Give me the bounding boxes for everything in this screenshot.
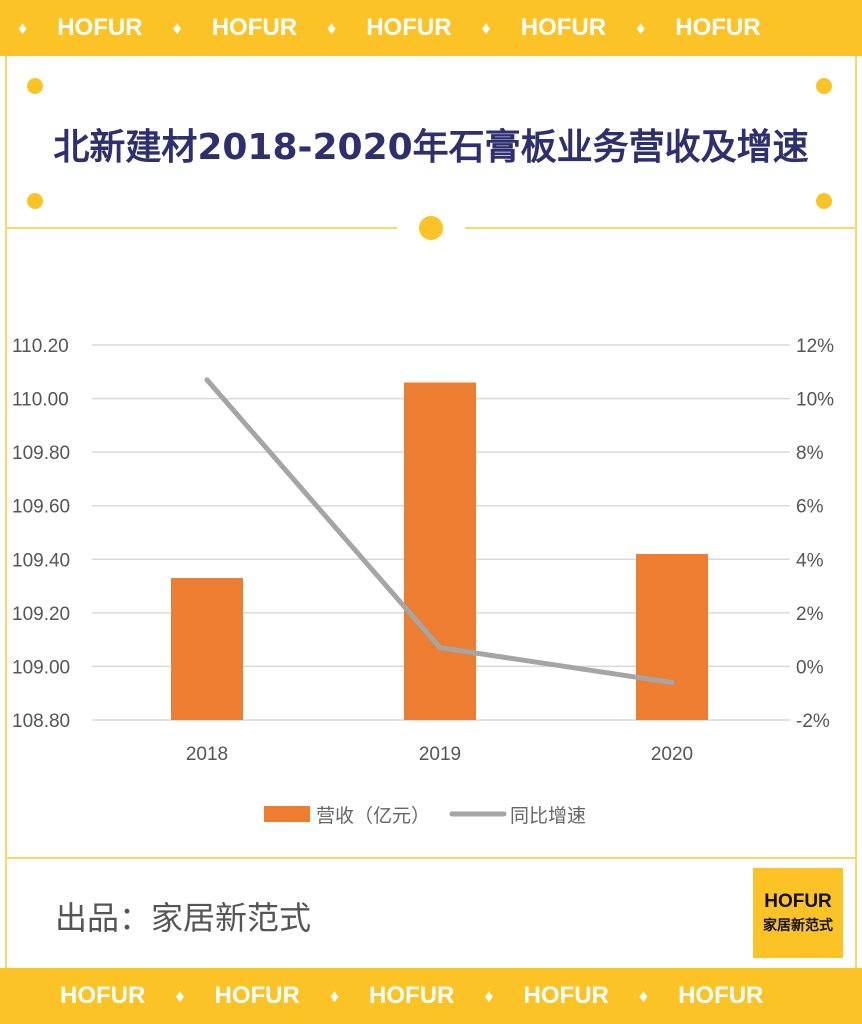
diamond-icon: ♦ <box>327 17 337 38</box>
chart: 108.80 -2% 109.00 0% 109.20 2% 109.40 4% 109.60 6… <box>12 336 834 827</box>
x-tick-label: 2019 <box>419 744 461 765</box>
top-brand-banner: ♦ HOFUR ♦ HOFUR ♦ HOFUR ♦ HOFUR ♦ HOFUR <box>0 0 862 56</box>
banner-brand-text: HOFUR <box>678 982 764 1009</box>
left-border <box>5 56 7 968</box>
legend-swatch-bar <box>264 806 310 822</box>
y-left-tick-label: 110.20 <box>12 336 69 357</box>
banner-brand-text: HOFUR <box>675 14 761 41</box>
decor-dot <box>816 193 832 209</box>
logo-brand: HOFUR <box>764 891 832 912</box>
y-left-tick-label: 109.20 <box>12 604 70 625</box>
banner-brand-text: HOFUR <box>211 14 298 41</box>
diamond-icon: ♦ <box>484 985 494 1006</box>
y-right-tick-label: 8% <box>796 443 824 464</box>
diamond-icon: ♦ <box>638 985 649 1006</box>
diamond-icon: ♦ <box>18 17 28 38</box>
footer-divider <box>5 857 857 859</box>
diamond-icon: ♦ <box>175 985 185 1006</box>
banner-brand-text: HOFUR <box>60 982 146 1009</box>
decor-dot <box>816 78 832 94</box>
bar-2018 <box>171 578 243 720</box>
x-tick-label: 2018 <box>186 744 228 765</box>
y-left-tick-label: 109.60 <box>12 497 70 518</box>
y-right-tick-label: 12% <box>796 336 834 357</box>
legend-label-line: 同比增速 <box>510 805 586 827</box>
credit-text: 出品：家居新范式 <box>55 899 312 937</box>
decor-dot <box>27 78 43 94</box>
divider-dot <box>419 216 443 240</box>
diamond-icon: ♦ <box>481 17 491 38</box>
x-tick-label: 2020 <box>651 744 693 765</box>
banner-brand-text: HOFUR <box>520 14 607 41</box>
y-left-tick-label: 110.00 <box>12 390 69 411</box>
page-title: 北新建材2018-2020年石膏板业务营收及增速 <box>53 127 809 168</box>
diamond-icon: ♦ <box>329 985 340 1006</box>
y-left-tick-label: 109.00 <box>12 657 70 678</box>
divider <box>5 227 397 229</box>
y-right-tick-label: 10% <box>796 390 834 411</box>
y-left-tick-label: 108.80 <box>12 711 70 732</box>
banner-brand-text: HOFUR <box>214 982 300 1009</box>
brand-logo: HOFUR 家居新范式 <box>753 868 843 958</box>
banner-brand-text: HOFUR <box>369 982 455 1009</box>
bottom-brand-banner: HOFUR ♦ HOFUR ♦ HOFUR ♦ HOFUR ♦ HOFUR <box>0 968 862 1024</box>
y-right-tick-label: 2% <box>796 604 824 625</box>
banner-brand-text: HOFUR <box>57 14 143 41</box>
y-right-tick-label: 6% <box>796 497 824 518</box>
right-border <box>855 56 857 968</box>
banner-brand-text: HOFUR <box>523 982 609 1009</box>
bar-2020 <box>636 553 708 720</box>
divider <box>465 227 857 229</box>
logo-name: 家居新范式 <box>763 918 833 934</box>
line-point-2020 <box>669 680 675 685</box>
line-point-2018 <box>204 377 210 383</box>
bar-2019 <box>404 382 476 720</box>
line-point-2019 <box>437 645 443 651</box>
diamond-icon: ♦ <box>172 17 182 38</box>
y-left-tick-label: 109.80 <box>12 443 70 464</box>
decor-dot <box>27 193 43 209</box>
diamond-icon: ♦ <box>636 17 646 38</box>
y-right-tick-label: -2% <box>796 711 830 732</box>
banner-brand-text: HOFUR <box>366 14 452 41</box>
y-right-tick-label: 4% <box>796 550 824 571</box>
y-left-tick-label: 109.40 <box>12 550 70 571</box>
legend-label-bar: 营收（亿元） <box>316 805 430 827</box>
y-right-tick-label: 0% <box>796 657 824 678</box>
